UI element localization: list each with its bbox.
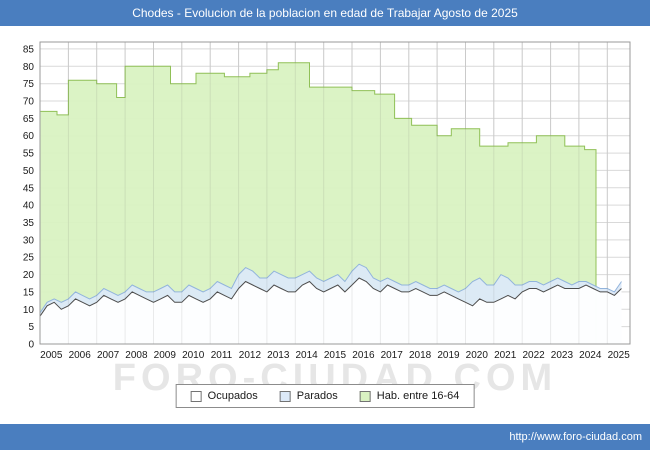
svg-text:5: 5 (28, 322, 34, 333)
svg-text:40: 40 (23, 201, 35, 212)
legend-swatch-hab-16-64 (359, 390, 371, 402)
footer-link[interactable]: http://www.foro-ciudad.com (509, 431, 642, 443)
svg-text:30: 30 (23, 235, 35, 246)
svg-text:25: 25 (23, 253, 35, 264)
svg-text:10: 10 (23, 305, 35, 316)
svg-text:2011: 2011 (211, 350, 233, 361)
svg-text:60: 60 (23, 131, 35, 142)
svg-text:15: 15 (23, 287, 35, 298)
svg-text:20: 20 (23, 270, 35, 281)
svg-text:75: 75 (23, 79, 35, 90)
svg-text:85: 85 (23, 44, 35, 55)
legend-item-ocupados: Ocupados (190, 390, 258, 402)
svg-text:2022: 2022 (522, 350, 545, 361)
legend: Ocupados Parados Hab. entre 16-64 (175, 384, 475, 408)
svg-text:2020: 2020 (466, 350, 489, 361)
svg-text:2006: 2006 (69, 350, 92, 361)
legend-label-hab-16-64: Hab. entre 16-64 (376, 390, 460, 402)
legend-item-hab-16-64: Hab. entre 16-64 (359, 390, 460, 402)
svg-text:2024: 2024 (579, 350, 602, 361)
svg-text:2021: 2021 (494, 350, 517, 361)
svg-text:2008: 2008 (125, 350, 148, 361)
svg-text:45: 45 (23, 183, 35, 194)
svg-text:2005: 2005 (40, 350, 63, 361)
svg-text:2016: 2016 (352, 350, 375, 361)
svg-text:70: 70 (23, 97, 35, 108)
svg-text:2009: 2009 (154, 350, 177, 361)
legend-swatch-ocupados (190, 390, 202, 402)
svg-text:2015: 2015 (324, 350, 347, 361)
svg-text:2014: 2014 (295, 350, 318, 361)
svg-text:2017: 2017 (381, 350, 404, 361)
svg-text:2023: 2023 (551, 350, 574, 361)
title-bar: Chodes - Evolucion de la poblacion en ed… (0, 0, 650, 26)
svg-text:80: 80 (23, 62, 35, 73)
legend-item-parados: Parados (279, 390, 338, 402)
svg-text:2013: 2013 (267, 350, 290, 361)
legend-label-ocupados: Ocupados (207, 390, 258, 402)
svg-text:2018: 2018 (409, 350, 432, 361)
footer-bar: http://www.foro-ciudad.com (0, 424, 650, 450)
svg-text:35: 35 (23, 218, 35, 229)
svg-text:2010: 2010 (182, 350, 205, 361)
legend-label-parados: Parados (296, 390, 338, 402)
svg-text:0: 0 (28, 340, 34, 351)
svg-text:2007: 2007 (97, 350, 120, 361)
chart-area: FORO-CIUDAD.COM 0 5 10 15 20 25 30 35 40 45 50 55 60 6… (0, 26, 650, 424)
svg-text:65: 65 (23, 114, 35, 125)
svg-text:55: 55 (23, 149, 35, 160)
svg-text:50: 50 (23, 166, 35, 177)
chart-svg: FORO-CIUDAD.COM0510152025303540455055606… (23, 41, 631, 399)
svg-text:2025: 2025 (608, 350, 631, 361)
svg-text:2019: 2019 (437, 350, 460, 361)
svg-text:2012: 2012 (239, 350, 262, 361)
chart-title: Chodes - Evolucion de la poblacion en ed… (132, 6, 518, 20)
legend-swatch-parados (279, 390, 291, 402)
